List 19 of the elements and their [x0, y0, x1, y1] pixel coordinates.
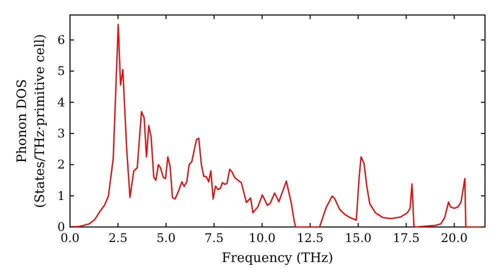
y-tick-label: 3 [57, 126, 65, 140]
x-tick-label: 2.5 [108, 231, 128, 245]
line-series [69, 24, 484, 228]
y-tick-label: 0 [57, 220, 65, 234]
x-axis-title: Frequency (THz) [222, 251, 334, 266]
x-tick-label: 12.5 [296, 231, 324, 245]
y-tick-label: 6 [57, 32, 65, 47]
x-tick-label: 15.0 [344, 231, 372, 245]
x-tick-label: 20.0 [440, 231, 468, 245]
y-tick-label: 5 [57, 64, 65, 78]
x-tick-label: 7.5 [204, 231, 224, 245]
x-tick-label: 5.0 [156, 231, 176, 245]
y-tick-label: 4 [57, 95, 66, 110]
x-tick-label: 10.0 [248, 231, 276, 245]
y-tick-label: 1 [57, 188, 65, 203]
y-tick-label: 2 [57, 158, 65, 172]
y-axis-title: Phonon DOS (States/THz·primitive cell) [15, 34, 48, 208]
x-tick-label: 17.5 [392, 231, 420, 245]
x-tick-label: 0.0 [60, 231, 80, 245]
